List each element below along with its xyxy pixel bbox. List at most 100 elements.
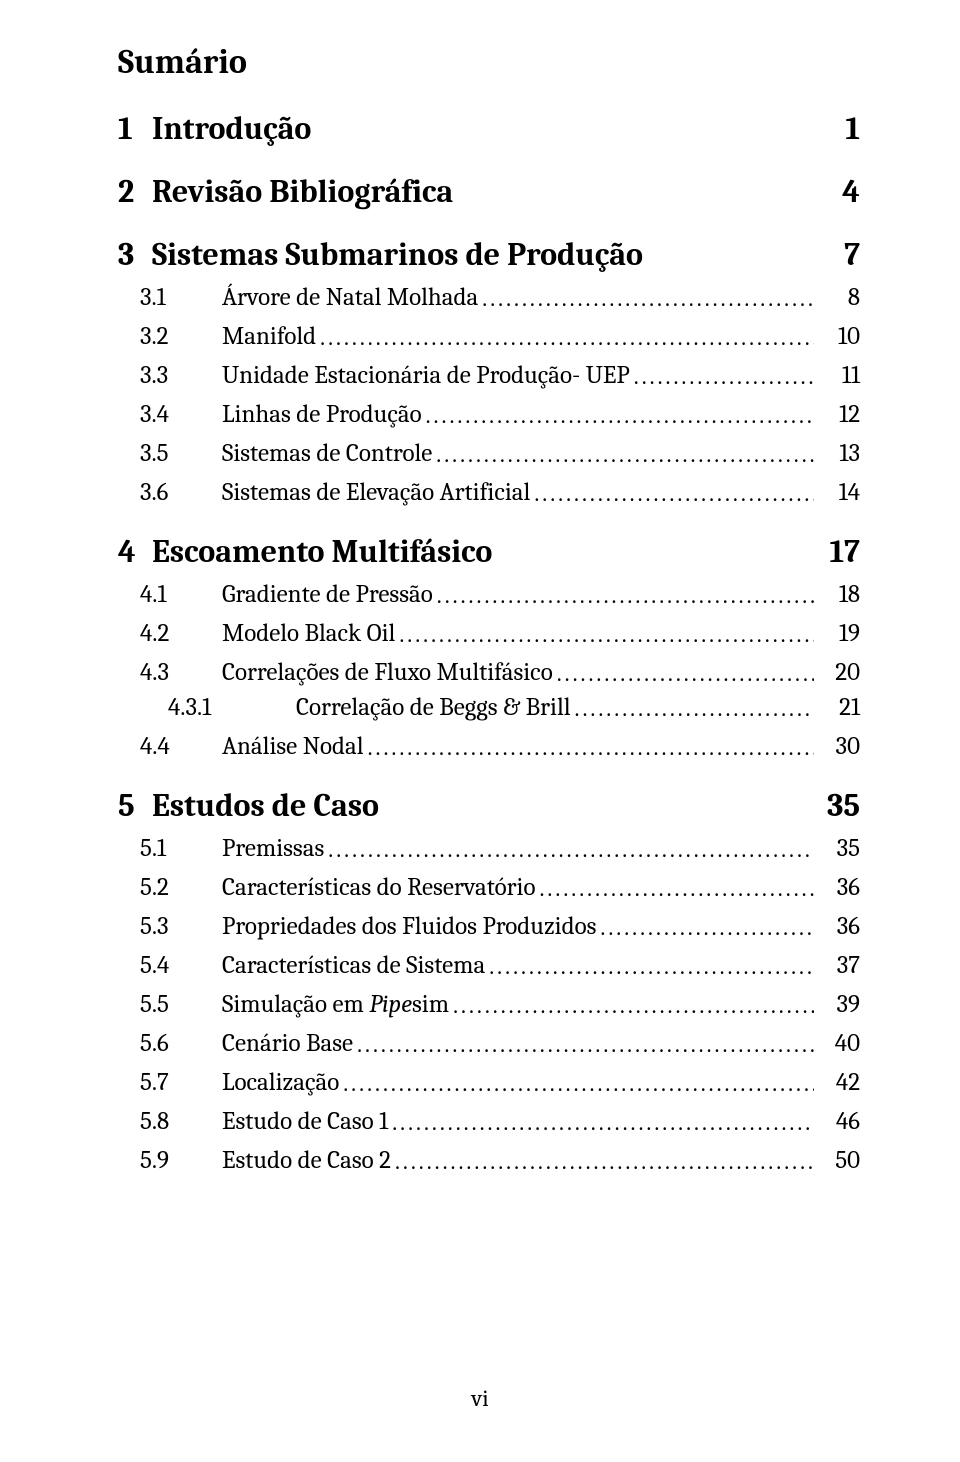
toc-entry: 3.1Árvore de Natal Molhada8 [118, 283, 860, 312]
toc-leader [575, 694, 814, 722]
toc-entry-label: Revisão Bibliográfica [152, 173, 457, 210]
toc-entry-label: Cenário Base [222, 1029, 357, 1058]
table-of-contents: 1Introdução12Revisão Bibliográfica43Sist… [118, 110, 860, 1175]
toc-entry-label: Manifold [222, 322, 320, 351]
toc-entry-number: 4.1 [118, 580, 222, 609]
toc-entry-number: 3 [118, 236, 152, 273]
toc-entry-label: Características de Sistema [222, 951, 489, 980]
toc-entry-page: 1 [814, 110, 860, 147]
toc-entry-number: 4.2 [118, 619, 222, 648]
toc-entry-number: 5.1 [118, 834, 222, 863]
toc-leader [557, 659, 814, 687]
toc-title: Sumário [118, 42, 860, 82]
toc-entry: 3.3Unidade Estacionária de Produção- UEP… [118, 361, 860, 390]
toc-entry: 5.8Estudo de Caso 1 46 [118, 1107, 860, 1136]
toc-entry-page: 36 [814, 873, 860, 902]
toc-entry: 5.6Cenário Base 40 [118, 1029, 860, 1058]
toc-entry-page: 35 [814, 787, 860, 824]
toc-entry-label: Localização [222, 1068, 343, 1097]
toc-entry: 3.6Sistemas de Elevação Artificial14 [118, 478, 860, 507]
toc-entry-page: 4 [814, 173, 860, 210]
toc-entry-number: 5.6 [118, 1029, 222, 1058]
toc-entry-page: 18 [814, 580, 860, 609]
document-page: Sumário 1 Introdução 12 Revisão Bibliográfi… [0, 0, 960, 1462]
toc-entry: 5.5Simulação em Pipesim 39 [118, 990, 860, 1019]
toc-leader [539, 874, 814, 902]
toc-entry-number: 4.3.1 [118, 693, 296, 722]
toc-entry-label: Estudos de Caso [152, 787, 383, 824]
toc-entry-label: Estudo de Caso 2 [222, 1146, 395, 1175]
toc-entry: 5Estudos de Caso35 [118, 787, 860, 824]
toc-entry-label: Premissas [222, 834, 328, 863]
toc-leader [368, 733, 814, 761]
toc-entry-label: Sistemas Submarinos de Produção [152, 236, 647, 273]
toc-leader [436, 440, 814, 468]
toc-entry-label: Características do Reservatório [222, 873, 539, 902]
toc-entry-page: 21 [814, 693, 860, 722]
toc-entry: 4.2Modelo Black Oil 19 [118, 619, 860, 648]
toc-entry-label: Estudo de Caso 1 [222, 1107, 392, 1136]
toc-entry-label: Simulação em Pipesim [222, 990, 453, 1019]
toc-entry-page: 13 [814, 439, 860, 468]
toc-entry-page: 42 [814, 1068, 860, 1097]
toc-leader [320, 323, 814, 351]
toc-leader [600, 913, 814, 941]
toc-entry-page: 7 [814, 236, 860, 273]
toc-entry-page: 19 [814, 619, 860, 648]
toc-entry-number: 3.5 [118, 439, 222, 468]
toc-entry-page: 39 [814, 990, 860, 1019]
toc-entry-label: Modelo Black Oil [222, 619, 399, 648]
toc-leader [453, 991, 814, 1019]
toc-entry-label: Árvore de Natal Molhada [222, 283, 482, 312]
toc-entry: 2Revisão Bibliográfica 4 [118, 173, 860, 210]
toc-entry-label: Sistemas de Elevação Artificial [222, 478, 534, 507]
toc-entry-page: 10 [814, 322, 860, 351]
toc-entry-number: 5.8 [118, 1107, 222, 1136]
toc-entry-label: Gradiente de Pressão [222, 580, 437, 609]
toc-entry-label: Introdução [152, 110, 315, 147]
toc-entry: 3Sistemas Submarinos de Produção 7 [118, 236, 860, 273]
toc-entry: 4Escoamento Multifásico 17 [118, 533, 860, 570]
toc-entry: 1Introdução1 [118, 110, 860, 147]
toc-entry: 4.3.1Correlação de Beggs & Brill 21 [118, 693, 860, 722]
toc-entry-number: 5.3 [118, 912, 222, 941]
toc-entry-page: 50 [814, 1146, 860, 1175]
toc-entry-page: 20 [814, 658, 860, 687]
toc-entry: 5.1Premissas35 [118, 834, 860, 863]
toc-entry: 5.3Propriedades dos Fluidos Produzidos36 [118, 912, 860, 941]
toc-entry: 5.9Estudo de Caso 2 50 [118, 1146, 860, 1175]
toc-leader [534, 479, 814, 507]
toc-entry-number: 5.2 [118, 873, 222, 902]
toc-entry: 4.3Correlações de Fluxo Multifásico20 [118, 658, 860, 687]
toc-entry-page: 46 [814, 1107, 860, 1136]
toc-entry-number: 5.5 [118, 990, 222, 1019]
toc-entry-label: Propriedades dos Fluidos Produzidos [222, 912, 600, 941]
toc-entry-label: Escoamento Multifásico [152, 533, 496, 570]
toc-entry-page: 40 [814, 1029, 860, 1058]
toc-leader [395, 1147, 814, 1175]
toc-entry-page: 12 [814, 400, 860, 429]
toc-entry-number: 2 [118, 173, 152, 210]
toc-entry-page: 17 [814, 533, 860, 570]
toc-entry-number: 5.9 [118, 1146, 222, 1175]
toc-entry: 4.1Gradiente de Pressão 18 [118, 580, 860, 609]
toc-entry-number: 4.3 [118, 658, 222, 687]
toc-entry-number: 3.3 [118, 361, 222, 390]
toc-entry-page: 8 [814, 283, 860, 312]
toc-entry-label: Análise Nodal [222, 732, 368, 761]
toc-entry: 4.4Análise Nodal30 [118, 732, 860, 761]
toc-leader [357, 1030, 814, 1058]
toc-entry-label: Linhas de Produção [222, 400, 426, 429]
toc-entry: 3.5Sistemas de Controle13 [118, 439, 860, 468]
toc-entry-number: 4 [118, 533, 152, 570]
toc-leader [437, 581, 814, 609]
toc-entry-page: 14 [814, 478, 860, 507]
toc-entry-number: 3.2 [118, 322, 222, 351]
toc-entry-label: Correlação de Beggs & Brill [296, 693, 575, 722]
toc-leader [634, 362, 814, 390]
page-number: vi [0, 1385, 960, 1412]
toc-entry: 5.2Características do Reservatório 36 [118, 873, 860, 902]
toc-entry-label: Unidade Estacionária de Produção- UEP [222, 361, 634, 390]
toc-entry-page: 11 [814, 361, 860, 390]
toc-entry-number: 4.4 [118, 732, 222, 761]
